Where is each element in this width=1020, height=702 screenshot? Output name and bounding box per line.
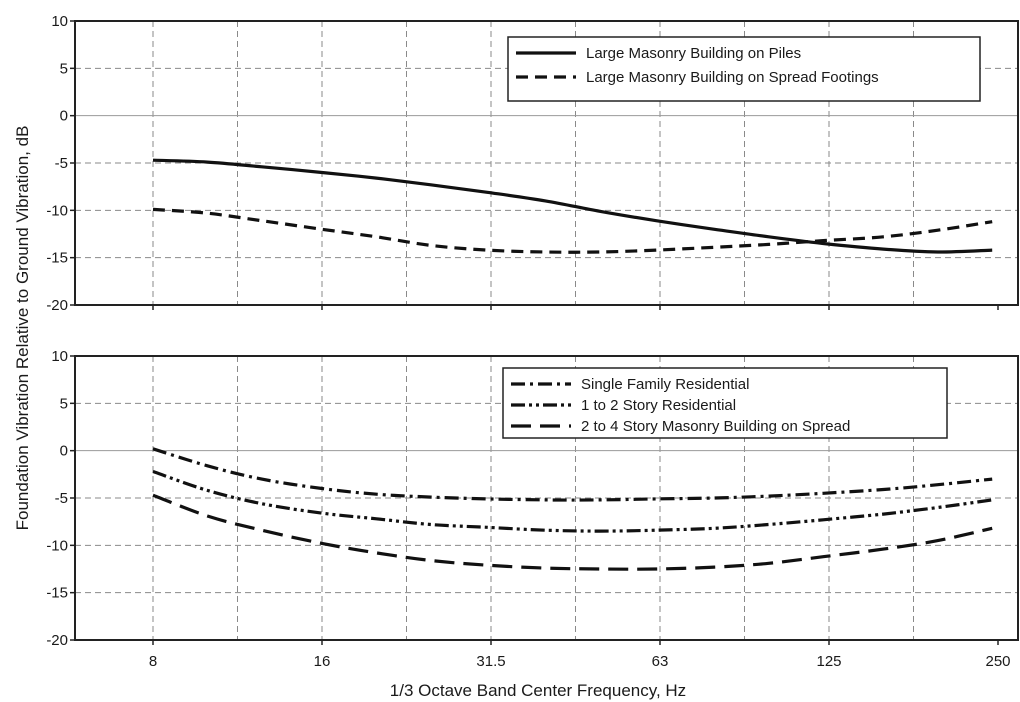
x-tick-label: 31.5 [476, 653, 505, 670]
plot-frame [74, 20, 1019, 306]
y-tick-label: -10 [46, 537, 68, 554]
y-tick-label: -10 [46, 202, 68, 219]
series-line-0-0 [152, 158, 993, 254]
y-tick-label: -20 [46, 632, 68, 649]
x-axis-title: 1/3 Octave Band Center Frequency, Hz [390, 681, 686, 700]
x-tick-label: 16 [314, 653, 331, 670]
series-line-1-2 [152, 493, 993, 571]
panel-top: 10 5 0 -5 -10 -15 -20 Large Masonry Building on… [46, 13, 1019, 314]
plot-frame [74, 355, 1019, 641]
x-tick-label: 125 [816, 653, 841, 670]
legend-box [507, 36, 981, 102]
y-tick-label: -15 [46, 250, 68, 267]
legend: Large Masonry Building on Piles Large Mas… [507, 36, 981, 102]
legend-box [502, 367, 948, 439]
x-tick-label: 63 [652, 653, 669, 670]
y-tick-label: -20 [46, 297, 68, 314]
series-line-1-0 [152, 447, 993, 502]
legend-label: 2 to 4 Story Masonry Building on Spread [581, 418, 850, 435]
y-tick-label: 0 [60, 108, 68, 125]
y-axis-title: Foundation Vibration Relative to Ground … [13, 126, 32, 531]
legend-label: 1 to 2 Story Residential [581, 397, 736, 414]
legend-label: Large Masonry Building on Spread Footing… [586, 69, 879, 86]
y-tick-label: 0 [60, 443, 68, 460]
y-tick-label: 10 [51, 13, 68, 30]
y-tick-label: 5 [60, 395, 68, 412]
y-tick-label: 10 [51, 348, 68, 365]
y-tick-label: 5 [60, 60, 68, 77]
series-line-1-1 [152, 469, 993, 533]
series-line-0-1 [152, 207, 993, 254]
legend: Single Family Residential 1 to 2 Story Re… [502, 367, 948, 439]
legend-label: Single Family Residential [581, 376, 749, 393]
y-tick-label: -15 [46, 585, 68, 602]
legend-label: Large Masonry Building on Piles [586, 45, 801, 62]
panel-bottom: 10 5 0 -5 -10 -15 -20 Single Family Residential… [46, 348, 1019, 649]
x-tick-label: 250 [985, 653, 1010, 670]
x-tick-label: 8 [149, 653, 157, 670]
y-tick-label: -5 [55, 490, 68, 507]
x-tick-labels: 8 16 31.5 63 125 250 [149, 305, 1011, 670]
y-tick-label: -5 [55, 155, 68, 172]
